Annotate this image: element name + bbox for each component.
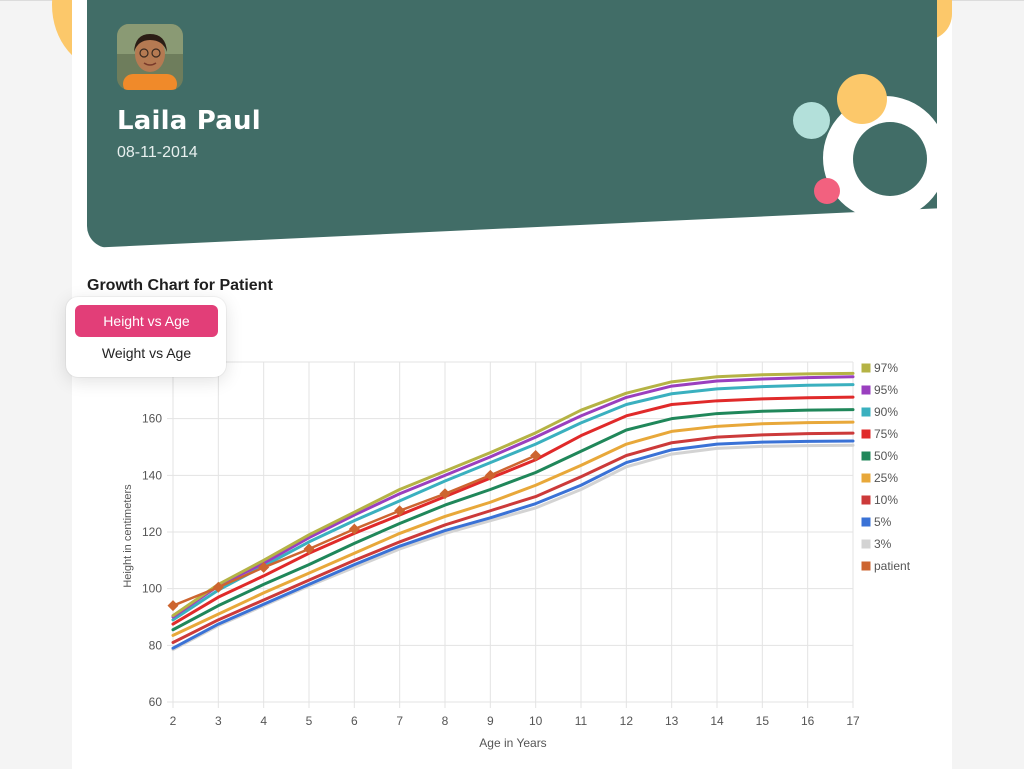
x-tick-label: 13 <box>665 714 679 728</box>
patient-point <box>439 488 451 500</box>
x-tick-label: 4 <box>260 714 267 728</box>
patient-point <box>258 561 270 573</box>
legend-swatch <box>861 429 871 439</box>
chart-type-menu: Height vs Age Weight vs Age <box>66 297 226 377</box>
x-tick-label: 9 <box>487 714 494 728</box>
menu-option-height-vs-age[interactable]: Height vs Age <box>75 305 218 337</box>
series-line <box>171 420 855 637</box>
x-tick-label: 6 <box>351 714 358 728</box>
legend-label: 10% <box>874 493 898 507</box>
patient-point <box>530 450 542 461</box>
y-tick-label: 160 <box>142 412 162 426</box>
legend-label: patient <box>874 559 911 573</box>
x-tick-label: 2 <box>170 714 177 728</box>
x-tick-label: 12 <box>620 714 634 728</box>
legend-label: 75% <box>874 427 898 441</box>
legend-label: 5% <box>874 515 892 529</box>
series-line <box>171 371 855 618</box>
patient-dob: 08-11-2014 <box>117 144 198 161</box>
legend-label: 25% <box>874 471 898 485</box>
x-axis-label: Age in Years <box>479 736 546 750</box>
x-tick-label: 8 <box>442 714 449 728</box>
legend-swatch <box>861 407 871 417</box>
y-tick-label: 60 <box>149 695 163 709</box>
x-tick-label: 11 <box>575 714 588 728</box>
series-line <box>171 431 855 644</box>
x-tick-label: 10 <box>529 714 543 728</box>
x-tick-label: 15 <box>756 714 770 728</box>
series-line <box>171 443 855 652</box>
y-tick-label: 140 <box>142 468 162 482</box>
series-line <box>171 395 855 626</box>
chart-section-title: Growth Chart for Patient <box>87 277 273 294</box>
y-axis-label: Height in centimeters <box>122 484 134 588</box>
x-tick-label: 14 <box>710 714 724 728</box>
legend-swatch <box>861 451 871 461</box>
patient-point <box>394 505 406 517</box>
y-tick-label: 80 <box>149 638 163 652</box>
decor-circle-pink <box>814 178 840 204</box>
series-line <box>171 439 855 650</box>
legend-swatch <box>861 517 871 527</box>
decor-circle-yellow <box>837 74 887 124</box>
series-line <box>171 408 855 632</box>
x-tick-label: 17 <box>846 714 860 728</box>
decor-circle-mint <box>793 102 830 139</box>
legend-swatch <box>861 363 871 373</box>
series-line <box>171 383 855 622</box>
legend-swatch <box>861 385 871 395</box>
x-tick-label: 7 <box>396 714 403 728</box>
patient-point <box>167 600 179 612</box>
patient-name: Laila Paul <box>117 106 261 136</box>
legend-label: 3% <box>874 537 892 551</box>
x-tick-label: 3 <box>215 714 222 728</box>
legend-label: 97% <box>874 361 898 375</box>
patient-point <box>303 543 315 555</box>
legend-label: 50% <box>874 449 898 463</box>
legend-swatch <box>861 561 871 571</box>
legend-swatch <box>861 495 871 505</box>
x-tick-label: 5 <box>306 714 313 728</box>
y-tick-label: 100 <box>142 582 162 596</box>
patient-point <box>212 581 224 593</box>
patient-avatar <box>117 24 183 90</box>
decor-ring-inner <box>853 122 927 196</box>
legend-label: 90% <box>874 405 898 419</box>
x-tick-label: 16 <box>801 714 815 728</box>
legend-label: 95% <box>874 383 898 397</box>
patient-point <box>348 523 360 535</box>
legend-swatch <box>861 539 871 549</box>
y-tick-label: 120 <box>142 525 162 539</box>
menu-option-weight-vs-age[interactable]: Weight vs Age <box>101 345 192 361</box>
patient-point <box>484 469 496 481</box>
legend-swatch <box>861 473 871 483</box>
series-line <box>171 375 855 619</box>
